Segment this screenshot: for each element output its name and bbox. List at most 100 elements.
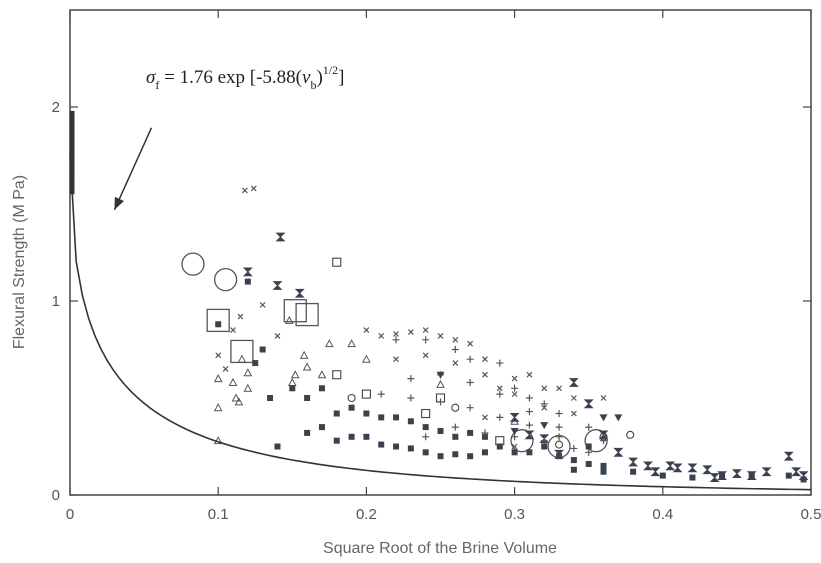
plot-frame	[69, 9, 812, 496]
data-point-filled-square	[541, 443, 548, 450]
data-point-filled-square	[452, 451, 459, 458]
data-point-cross	[422, 327, 429, 334]
data-point-cross	[556, 385, 562, 392]
data-point-cross	[526, 371, 533, 378]
data-point-filled-triangle-down	[599, 414, 608, 422]
data-point-triangle	[299, 350, 309, 359]
data-point-plus	[570, 444, 578, 452]
data-point-filled-square	[393, 443, 400, 450]
data-point-filled-square	[719, 472, 726, 479]
x-tick-label: 0.1	[208, 506, 229, 523]
data-point-triangle	[228, 377, 238, 386]
data-point-filled-triangle-down	[614, 414, 623, 422]
data-point-plus	[451, 423, 459, 431]
data-point-hourglass	[294, 288, 305, 298]
data-point-filled-square	[348, 433, 355, 440]
data-point-filled-square	[304, 429, 311, 436]
axis-ticks: 0 0.1 0.2 0.3 0.4 0.5 0 1 2	[52, 10, 821, 523]
data-point-filled-square	[785, 472, 792, 479]
data-point-plus	[525, 408, 533, 416]
data-point-hourglass	[613, 447, 624, 457]
data-point-filled-square	[452, 433, 459, 440]
data-point-triangle	[290, 370, 300, 379]
data-point-hourglass	[761, 467, 772, 477]
data-point-hourglass	[702, 465, 713, 475]
data-point-triangle	[284, 315, 294, 324]
data-point-small-circle	[451, 403, 460, 412]
annotation-arrowhead	[114, 196, 124, 210]
data-point-hourglass	[665, 461, 676, 471]
x-tick-label: 0.5	[801, 506, 821, 523]
data-point-triangle	[302, 362, 312, 371]
data-point-filled-square	[630, 468, 637, 475]
formula-sigma: σ	[146, 67, 156, 88]
data-point-filled-triangle-down	[436, 371, 445, 379]
data-point-plus	[451, 346, 459, 353]
data-point-cross	[393, 356, 399, 363]
x-tick-label: 0	[66, 506, 74, 523]
data-point-plus	[466, 378, 474, 386]
data-point-large-circle	[181, 252, 205, 276]
data-point-filled-square	[511, 449, 518, 456]
data-point-filled-square	[252, 360, 259, 367]
fit-formula: σf = 1.76 exp [-5.88(vb)1/2]	[146, 63, 344, 92]
data-point-triangle	[362, 354, 371, 363]
data-point-small-square	[332, 257, 342, 267]
data-point-cross	[378, 332, 385, 339]
data-point-plus	[407, 375, 415, 383]
data-point-filled-square	[393, 414, 400, 421]
data-point-hourglass	[583, 399, 594, 409]
data-point-filled-square	[407, 418, 414, 425]
data-point-cross	[496, 385, 503, 392]
data-point-hourglass	[731, 469, 742, 479]
data-point-small-square	[495, 436, 505, 446]
data-point-small-square	[421, 408, 431, 419]
data-point-filled-square	[274, 443, 281, 450]
data-point-filled-square	[467, 453, 474, 460]
data-point-filled-square	[378, 414, 385, 421]
data-point-cross	[274, 332, 281, 339]
data-point-cross	[222, 365, 229, 372]
data-point-small-square	[361, 389, 371, 399]
data-point-plus	[525, 421, 533, 429]
data-point-hourglass	[791, 467, 802, 477]
data-point-filled-square	[289, 385, 296, 392]
fit-curve	[69, 153, 812, 491]
data-point-plus	[466, 404, 474, 412]
data-point-cross	[407, 329, 414, 335]
data-point-filled-square	[481, 433, 488, 440]
x-axis-title: Square Root of the Brine Volume	[323, 540, 557, 557]
data-point-triangle	[231, 393, 241, 402]
data-point-plus	[540, 400, 548, 408]
data-point-plus	[496, 390, 504, 398]
data-point-filled-square	[215, 321, 222, 328]
data-point-plus	[422, 336, 430, 344]
y-axis-title: Flexural Strength (M Pa)	[11, 175, 28, 349]
data-point-plus	[496, 359, 504, 367]
formula-paren: )	[316, 67, 322, 88]
data-point-hourglass	[650, 467, 661, 477]
data-point-cross	[237, 313, 244, 320]
data-point-filled-square	[496, 443, 503, 450]
data-point-plus	[555, 423, 563, 431]
data-point-cross	[230, 327, 236, 334]
data-point-plus	[422, 433, 430, 441]
data-point-triangle	[213, 374, 223, 383]
data-point-cross	[482, 371, 488, 378]
data-point-plus	[555, 410, 563, 418]
data-point-filled-square	[422, 449, 429, 456]
data-point-triangle	[237, 354, 247, 363]
data-point-filled-square	[800, 476, 807, 483]
data-point-plus	[481, 429, 489, 437]
formula-exponent: 1/2	[323, 63, 338, 77]
data-point-filled-square	[318, 424, 325, 431]
data-point-cross	[541, 404, 548, 411]
data-point-cross	[511, 443, 518, 450]
data-point-filled-square	[748, 472, 755, 479]
data-point-cross	[241, 187, 248, 194]
data-point-cross	[215, 352, 222, 359]
data-point-cross	[511, 375, 518, 382]
data-point-hourglass	[568, 378, 579, 387]
